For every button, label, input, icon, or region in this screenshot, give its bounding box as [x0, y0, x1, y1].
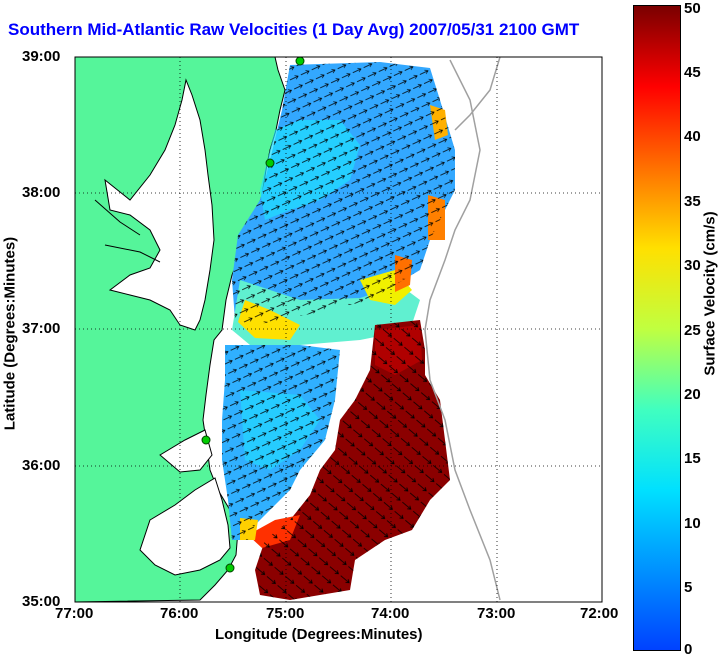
station-marker [265, 158, 275, 168]
y-axis-label: Latitude (Degrees:Minutes) [1, 236, 19, 431]
map-title: Southern Mid-Atlantic Raw Velocities (1 … [8, 20, 580, 39]
y-tick-label: 35:00 [22, 593, 61, 610]
pamlico-sound [139, 477, 231, 576]
colorbar-tick: 5 [684, 579, 693, 596]
x-tick-label: 76:00 [160, 605, 199, 622]
colorbar-tick: 30 [684, 257, 701, 274]
grid-lines [75, 57, 602, 602]
station-marker [295, 57, 305, 66]
chesapeake-bay [104, 78, 215, 331]
colorbar-tick: 20 [684, 386, 701, 403]
y-tick-label: 36:00 [22, 457, 61, 474]
station-marker [201, 435, 211, 445]
x-tick-label: 74:00 [371, 605, 410, 622]
colorbar [633, 5, 681, 651]
colorbar-tick: 0 [684, 641, 693, 658]
y-tick-label: 37:00 [22, 320, 61, 337]
velocity-field [222, 62, 455, 600]
colorbar-tick: 15 [684, 450, 701, 467]
x-tick-label: 77:00 [55, 605, 94, 622]
colorbar-label: Surface Velocity (cm/s) [701, 211, 719, 376]
colorbar-tick: 45 [684, 64, 701, 81]
colorbar-tick: 50 [684, 0, 701, 17]
y-tick-label: 39:00 [22, 48, 61, 65]
x-axis-label: Longitude (Degrees:Minutes) [215, 626, 423, 643]
x-tick-label: 72:00 [580, 605, 619, 622]
x-tick-label: 75:00 [266, 605, 305, 622]
colorbar-tick: 10 [684, 515, 701, 532]
colorbar-tick: 35 [684, 193, 701, 210]
y-tick-label: 38:00 [22, 184, 61, 201]
colorbar-tick: 40 [684, 128, 701, 145]
colorbar-tick: 25 [684, 322, 701, 339]
station-marker [225, 563, 235, 573]
axes-frame [74, 56, 603, 603]
x-tick-label: 73:00 [477, 605, 516, 622]
